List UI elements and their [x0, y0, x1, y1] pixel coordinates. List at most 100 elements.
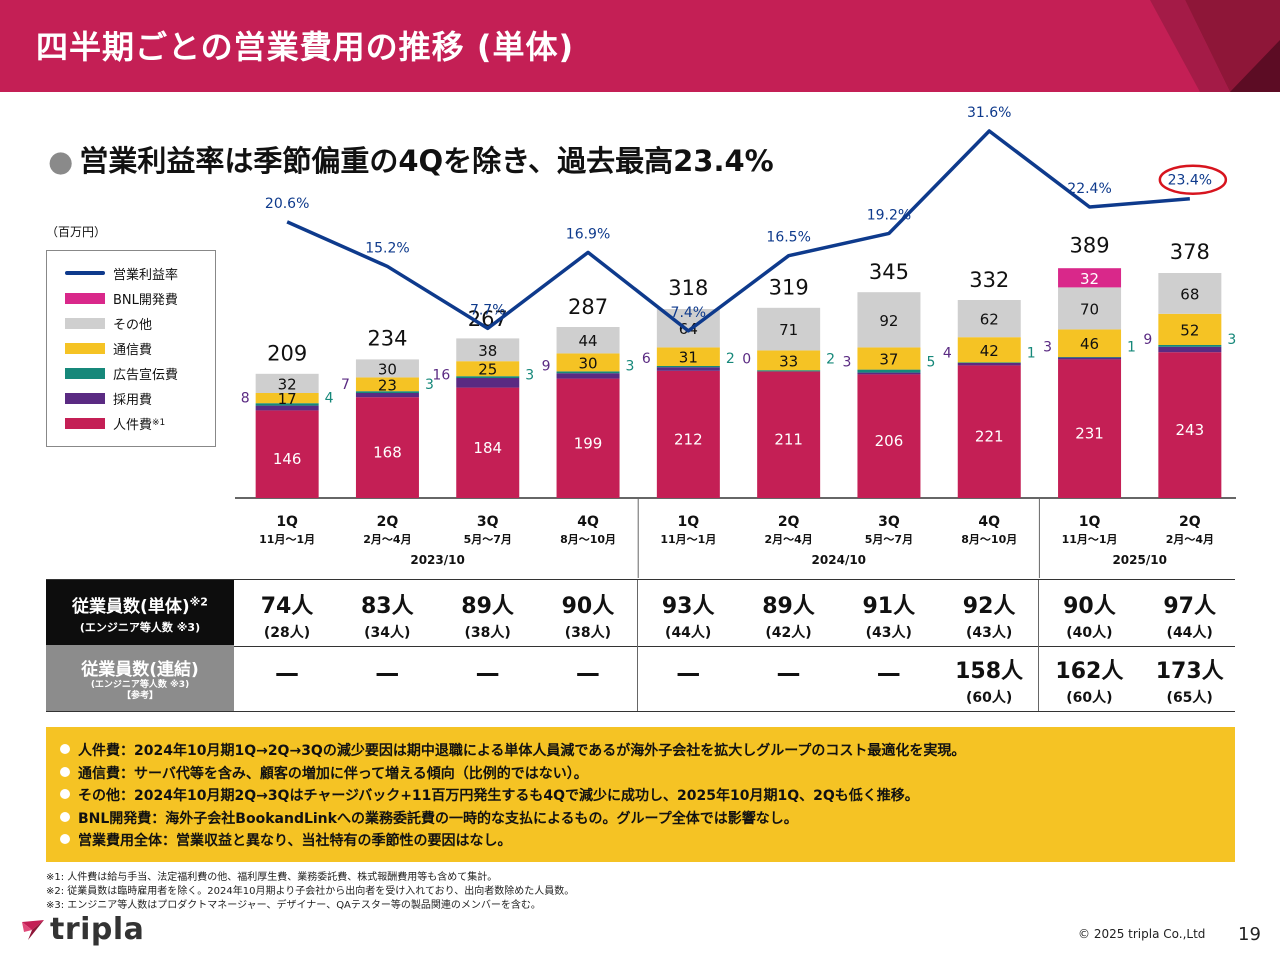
note-bullet-icon: [60, 834, 70, 844]
highlight-circle: [1158, 164, 1228, 195]
x-tick-quarter: 2Q: [1179, 514, 1201, 530]
employee-count: —: [676, 659, 701, 687]
ad-cost-label: 3: [525, 368, 534, 384]
legend-label: 採用費: [113, 392, 153, 408]
bar-value-label: 32: [278, 375, 297, 393]
ad-cost-label: 1: [1127, 339, 1136, 355]
operating-margin-label: 15.2%: [365, 240, 409, 256]
engineer-count: (60人): [965, 690, 1013, 706]
bar-segment: [857, 347, 921, 370]
legend-swatch: [65, 342, 105, 354]
bar-segment: [656, 367, 720, 371]
legend-swatch: [65, 392, 105, 404]
note-item: 営業費用全体：営業収益と異なり、当社特有の季節性の要因はなし。: [60, 830, 511, 850]
ad-cost-label: 1: [1027, 345, 1036, 361]
x-tick-months: 2月～4月: [764, 533, 812, 546]
x-tick-quarter: 3Q: [878, 514, 900, 530]
legend-swatch: [65, 417, 105, 429]
fiscal-year-label: 2025/10: [1112, 553, 1166, 567]
legend-item: 広告宣伝費: [65, 363, 178, 383]
bar-segment: [556, 327, 620, 354]
bar-segment: [355, 393, 419, 398]
bar-value-label: 30: [378, 360, 397, 378]
table-cell: 93人 (44人): [638, 580, 738, 642]
bar-segment: [456, 338, 520, 362]
operating-margin-label: 16.5%: [766, 230, 810, 246]
subtitle-bullet: ●: [48, 144, 74, 178]
bar-segment: [456, 387, 520, 498]
employee-count: —: [575, 659, 600, 687]
note-item: 人件費：2024年10月期1Q→2Q→3Qの減少要因は期中退職による単体人員減で…: [60, 740, 965, 760]
table-cell: —: [638, 645, 738, 687]
employee-count: 91人: [862, 594, 916, 619]
table-cell: 83人 (34人): [337, 580, 437, 642]
ad-cost-label: 3: [626, 359, 635, 375]
legend-label: BNL開発費: [113, 292, 178, 308]
ad-cost-label: 3: [1227, 332, 1236, 348]
footnote: ※1: 人件費は給与手当、法定福利費の他、福利厚生費、業務委託費、株式報酬費用等…: [46, 872, 498, 883]
bar-segment: [1058, 329, 1122, 357]
page-title: 四半期ごとの営業費用の推移 (単体): [36, 28, 575, 66]
bar-value-label: 31: [679, 349, 698, 367]
bar-segment: [957, 300, 1021, 338]
bar-value-label: 206: [875, 432, 904, 450]
bar-value-label: 30: [579, 354, 598, 372]
table-header-consolidated: 従業員数(連結) (エンジニア等人数 ※3) 【参考】: [46, 645, 234, 711]
bar-value-label: 70: [1080, 300, 1099, 318]
ad-cost-label: 5: [926, 354, 935, 370]
x-tick-quarter: 1Q: [276, 514, 298, 530]
table-cell: 158人 (60人): [939, 645, 1039, 707]
header-standalone-sup: ※2: [189, 595, 208, 609]
bar-segment: [1158, 313, 1222, 345]
table-separator: [637, 645, 639, 711]
note-item: BNL開発費：海外子会社BookandLinkへの業務委託費の一時的な支払による…: [60, 808, 798, 828]
table-cell: —: [538, 645, 638, 687]
bar-segment: [1158, 346, 1222, 353]
note-text: 人件費：2024年10月期1Q→2Q→3Qの減少要因は期中退職による単体人員減で…: [78, 743, 966, 759]
table-cell: —: [739, 645, 839, 687]
recruit-cost-label: 0: [742, 351, 751, 367]
legend-item: その他: [65, 313, 152, 333]
engineer-count: (28人): [263, 625, 311, 641]
x-tick-months: 2月～4月: [1166, 533, 1214, 546]
bar-segment: [355, 397, 419, 498]
operating-margin-label: 22.4%: [1067, 181, 1111, 197]
bar-segment: [857, 372, 921, 375]
header-consolidated-sub: (エンジニア等人数 ※3): [90, 680, 190, 690]
bar-value-label: 33: [779, 352, 798, 370]
legend-swatch: [65, 271, 105, 275]
recruit-cost-label: 16: [432, 368, 450, 384]
bar-value-label: 231: [1075, 425, 1104, 443]
table-cell: 91人 (43人): [839, 580, 939, 642]
bar-segment: [556, 378, 620, 498]
table-cell: 90人 (38人): [538, 580, 638, 642]
legend-item: 人件費 ※1: [65, 413, 165, 433]
legend-item: BNL開発費: [65, 288, 178, 308]
legend-label: 通信費: [113, 342, 153, 358]
bar-value-label: 211: [774, 431, 803, 449]
bar-total-label: 345: [869, 260, 909, 284]
bar-segment: [757, 350, 821, 371]
employee-count: 89人: [461, 594, 514, 619]
header-bar: 四半期ごとの営業費用の推移 (単体): [0, 0, 1280, 92]
recruit-cost-label: 3: [843, 354, 852, 370]
bar-segment: [957, 365, 1021, 498]
operating-margin-label: 7.4%: [671, 305, 707, 321]
recruit-cost-label: 4: [943, 345, 952, 361]
employee-count: 89人: [762, 594, 815, 619]
bar-segment: [757, 370, 821, 372]
operating-margin-label: 16.9%: [566, 226, 610, 242]
x-tick-months: 8月～10月: [560, 533, 616, 546]
bar-total-label: 234: [367, 327, 407, 351]
fiscal-year-label: 2023/10: [410, 553, 464, 567]
table-cell: 89人 (38人): [438, 580, 538, 642]
bar-segment: [255, 403, 319, 406]
table-cell: —: [337, 645, 437, 687]
engineer-count: (43人): [965, 625, 1013, 641]
ad-cost-label: 4: [325, 390, 334, 406]
note-item: その他：2024年10月期2Q→3Qはチャージバック+11百万円発生するも4Qで…: [60, 785, 919, 805]
bar-segment: [255, 405, 319, 411]
legend-swatch: [65, 292, 105, 304]
bar-total-label: 378: [1170, 240, 1210, 264]
bar-segment: [1158, 273, 1222, 314]
